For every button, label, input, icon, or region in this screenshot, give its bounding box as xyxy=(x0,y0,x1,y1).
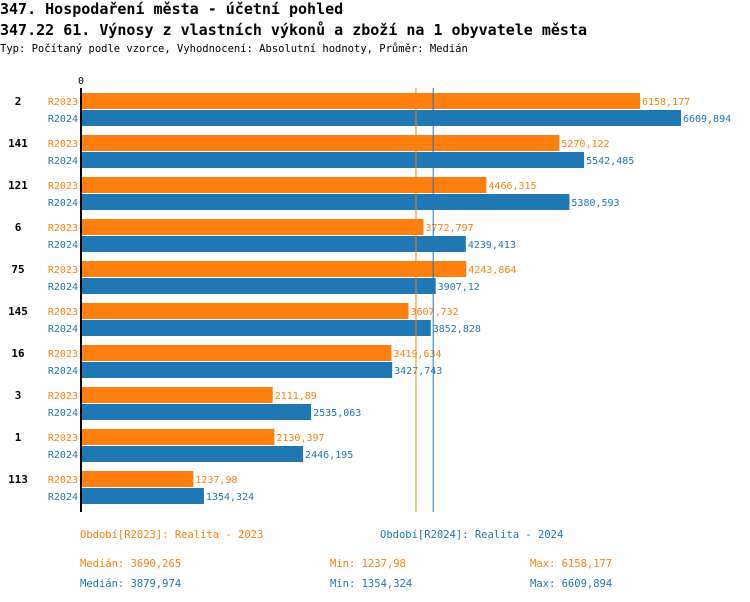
bar xyxy=(81,345,392,361)
stat-median: Medián: 3879,974 xyxy=(80,578,181,590)
data-label: 2111,89 xyxy=(275,391,317,402)
bar xyxy=(81,362,393,378)
series-label: R2023 xyxy=(48,433,78,444)
data-label: 2446,195 xyxy=(305,450,353,461)
series-label: R2023 xyxy=(48,475,78,486)
data-label: 3907,12 xyxy=(438,282,480,293)
bar xyxy=(81,488,204,504)
data-label: 5542,485 xyxy=(586,156,634,167)
series-label: R2024 xyxy=(48,408,78,419)
chart-subtitle: 347.22 61. Výnosy z vlastních výkonů a z… xyxy=(0,21,587,39)
bar xyxy=(81,387,273,403)
legend-entry: Období[R2023]: Realita - 2023 xyxy=(80,529,263,541)
series-label: R2024 xyxy=(48,240,78,251)
stat-min: Min: 1354,324 xyxy=(330,578,412,590)
data-label: 5380,593 xyxy=(571,198,619,209)
series-label: R2023 xyxy=(48,265,78,276)
data-label: 1237,98 xyxy=(195,475,237,486)
data-label: 4243,864 xyxy=(468,265,516,276)
bar xyxy=(81,110,681,126)
series-label: R2023 xyxy=(48,139,78,150)
data-label: 3419,634 xyxy=(393,349,441,360)
bar xyxy=(81,219,424,235)
data-label: 3772,797 xyxy=(425,223,473,234)
series-label: R2024 xyxy=(48,366,78,377)
legend-entry: Období[R2024]: Realita - 2024 xyxy=(380,529,563,541)
bar xyxy=(81,135,560,151)
stat-min: Min: 1237,98 xyxy=(330,558,406,570)
series-label: R2024 xyxy=(48,324,78,335)
bar xyxy=(81,278,436,294)
series-label: R2024 xyxy=(48,282,78,293)
bar xyxy=(81,404,312,420)
category-label: 75 xyxy=(11,263,24,276)
data-label: 4239,413 xyxy=(468,240,516,251)
bar xyxy=(81,303,409,319)
bar xyxy=(81,93,640,109)
page-title: 347. Hospodaření města - účetní pohled xyxy=(0,0,344,18)
bar xyxy=(81,261,467,277)
series-label: R2023 xyxy=(48,223,78,234)
data-label: 3607,732 xyxy=(410,307,458,318)
series-label: R2023 xyxy=(48,391,78,402)
x-tick-label: 0 xyxy=(78,76,84,87)
bar xyxy=(81,152,585,168)
data-label: 2535,063 xyxy=(313,408,361,419)
data-label: 3427,743 xyxy=(394,366,442,377)
category-label: 121 xyxy=(8,179,28,192)
bar xyxy=(81,194,570,210)
stat-median: Medián: 3690,265 xyxy=(80,558,181,570)
series-label: R2023 xyxy=(48,181,78,192)
data-label: 6609,894 xyxy=(683,114,731,125)
bar xyxy=(81,471,194,487)
series-label: R2024 xyxy=(48,450,78,461)
stat-max: Max: 6609,894 xyxy=(530,578,612,590)
category-label: 3 xyxy=(15,389,22,402)
category-label: 141 xyxy=(8,137,28,150)
category-label: 1 xyxy=(15,431,22,444)
series-label: R2023 xyxy=(48,349,78,360)
bar xyxy=(81,429,275,445)
series-label: R2023 xyxy=(48,97,78,108)
category-label: 6 xyxy=(15,221,22,234)
data-label: 4466,315 xyxy=(488,181,536,192)
chart-info: Typ: Počítaný podle vzorce, Vyhodnocení:… xyxy=(0,43,468,55)
category-label: 16 xyxy=(11,347,25,360)
stat-max: Max: 6158,177 xyxy=(530,558,612,570)
series-label: R2024 xyxy=(48,156,78,167)
data-label: 5270,122 xyxy=(561,139,609,150)
series-label: R2024 xyxy=(48,198,78,209)
series-label: R2024 xyxy=(48,114,78,125)
category-label: 145 xyxy=(8,305,28,318)
data-label: 3852,828 xyxy=(433,324,481,335)
category-label: 113 xyxy=(8,473,28,486)
series-label: R2023 xyxy=(48,307,78,318)
bar xyxy=(81,446,304,462)
category-label: 2 xyxy=(15,95,22,108)
series-label: R2024 xyxy=(48,492,78,503)
bar xyxy=(81,177,487,193)
data-label: 2130,397 xyxy=(276,433,324,444)
data-label: 6158,177 xyxy=(642,97,690,108)
data-label: 1354,324 xyxy=(206,492,254,503)
bar xyxy=(81,320,431,336)
bar xyxy=(81,236,466,252)
